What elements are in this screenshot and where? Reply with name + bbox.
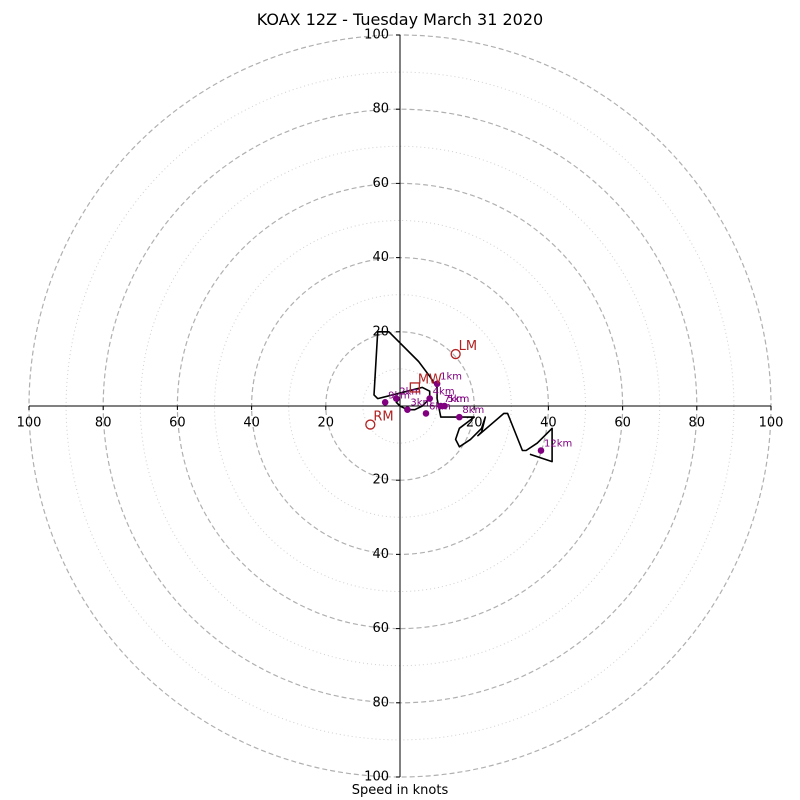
tick-label-y-top: 60 (372, 176, 389, 191)
height-marker-9km (381, 398, 389, 406)
height-marker-8km (456, 413, 463, 421)
tick-label-y-top: 40 (372, 250, 389, 265)
height-marker-label-5km: 5km (448, 394, 470, 405)
tick-label-y-bottom: 40 (372, 547, 389, 562)
tick-label-x-left: 20 (318, 416, 335, 431)
tick-label-x-left: 60 (169, 416, 186, 431)
height-marker-label-12km: 12km (544, 439, 572, 450)
tick-label-x-left: 100 (17, 416, 42, 431)
height-marker-7km (437, 402, 445, 410)
storm-label-MW: MW (418, 372, 442, 387)
tick-label-x-right: 80 (689, 416, 706, 431)
height-marker-label-1km: 1km (440, 372, 462, 383)
storm-label-RM: RM (373, 410, 393, 425)
height-marker-label-9km: 9km (388, 390, 410, 401)
storm-motion-markers: LM MW RM (365, 339, 477, 430)
storm-marker-RM (365, 419, 376, 430)
tick-label-x-right: 100 (759, 416, 784, 431)
tick-label-x-right: 40 (540, 416, 557, 431)
tick-label-y-top: 80 (372, 102, 389, 117)
tick-label-y-bottom: 100 (364, 770, 389, 785)
height-marker-label-4km: 4km (433, 387, 455, 398)
storm-marker-LM (450, 348, 461, 360)
height-marker-6km (422, 410, 430, 417)
tick-label-x-left: 80 (95, 416, 112, 431)
tick-label-y-bottom: 60 (372, 621, 389, 636)
tick-label-x-left: 40 (243, 416, 260, 431)
storm-label-LM: LM (459, 339, 477, 354)
height-marker-label-8km: 8km (462, 405, 484, 416)
chart-title: KOAX 12Z - Tuesday March 31 2020 (256, 10, 544, 29)
height-marker-label-3km: 3km (410, 398, 432, 409)
tick-label-y-bottom: 20 (372, 473, 389, 488)
tick-labels: 100 80 60 40 20 20 40 60 80 100100806040202040608… (17, 28, 784, 785)
height-marker-4km (426, 395, 433, 402)
height-marker-1km (433, 380, 441, 388)
tick-label-y-top: 100 (364, 28, 389, 43)
tick-label-x-right: 60 (614, 416, 631, 431)
x-axis-label: Speed in knots (351, 783, 449, 798)
height-marker-3km (404, 406, 411, 414)
height-marker-12km (537, 447, 545, 454)
height-marker-2km (392, 395, 400, 402)
height-marker-label-7km: 7km (444, 394, 466, 405)
storm-marker-MW (409, 382, 420, 393)
tick-label-y-bottom: 80 (372, 695, 389, 710)
